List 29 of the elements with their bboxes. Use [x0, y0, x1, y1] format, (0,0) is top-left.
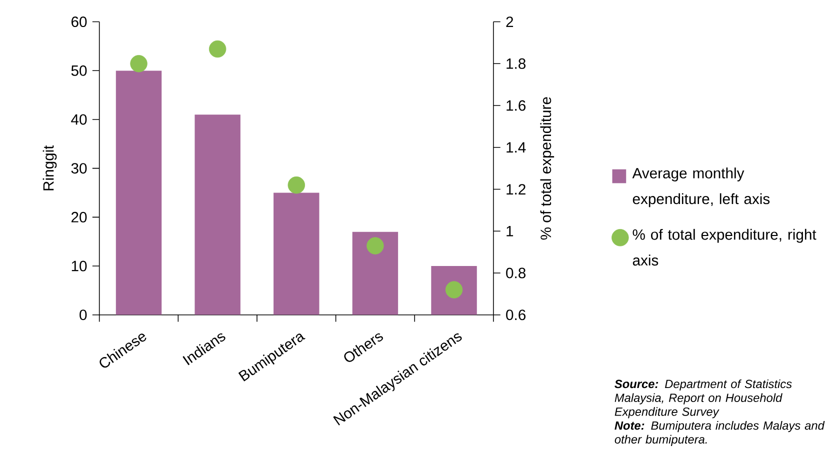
bar — [352, 232, 398, 315]
legend-label: Average monthly expenditure, left axis — [632, 167, 770, 207]
y-tick-label: 20 — [72, 212, 87, 222]
bar — [116, 70, 162, 315]
y2-tick-label: 1.6 — [506, 100, 526, 111]
y-tick-label: 40 — [71, 114, 87, 125]
y-tick-label: 0 — [80, 309, 87, 320]
bar — [274, 192, 320, 315]
y2-tick-label: 0.6 — [506, 309, 526, 320]
point — [130, 54, 148, 72]
legend-label: % of total expenditure, right axis — [632, 228, 816, 266]
y2-axis-title: % of total expenditure — [540, 97, 554, 240]
point — [288, 176, 306, 194]
point — [366, 237, 384, 254]
y-tick-label: 50 — [71, 65, 87, 76]
text: Source: Department of Statistics Malaysia, Report on Household Expenditure Survey — [614, 379, 792, 418]
y-tick-label: 10 — [72, 260, 87, 272]
y-axis-title: Ringgit — [42, 145, 57, 190]
point — [208, 40, 226, 58]
y-tick-label: 60 — [72, 16, 87, 27]
y2-tick-label: 1.8 — [506, 58, 526, 69]
text: Note: Bumiputera includes Malays and other bumiputera. — [614, 420, 825, 446]
y2-tick-label: 2 — [506, 16, 514, 27]
y2-tick-label: 1 — [506, 226, 514, 236]
y2-tick-label: 1.4 — [506, 142, 526, 152]
bar — [194, 114, 240, 315]
y2-tick-label: 1.2 — [506, 184, 526, 194]
y-tick-label: 30 — [71, 162, 87, 174]
y2-tick-label: 0.8 — [506, 268, 526, 278]
